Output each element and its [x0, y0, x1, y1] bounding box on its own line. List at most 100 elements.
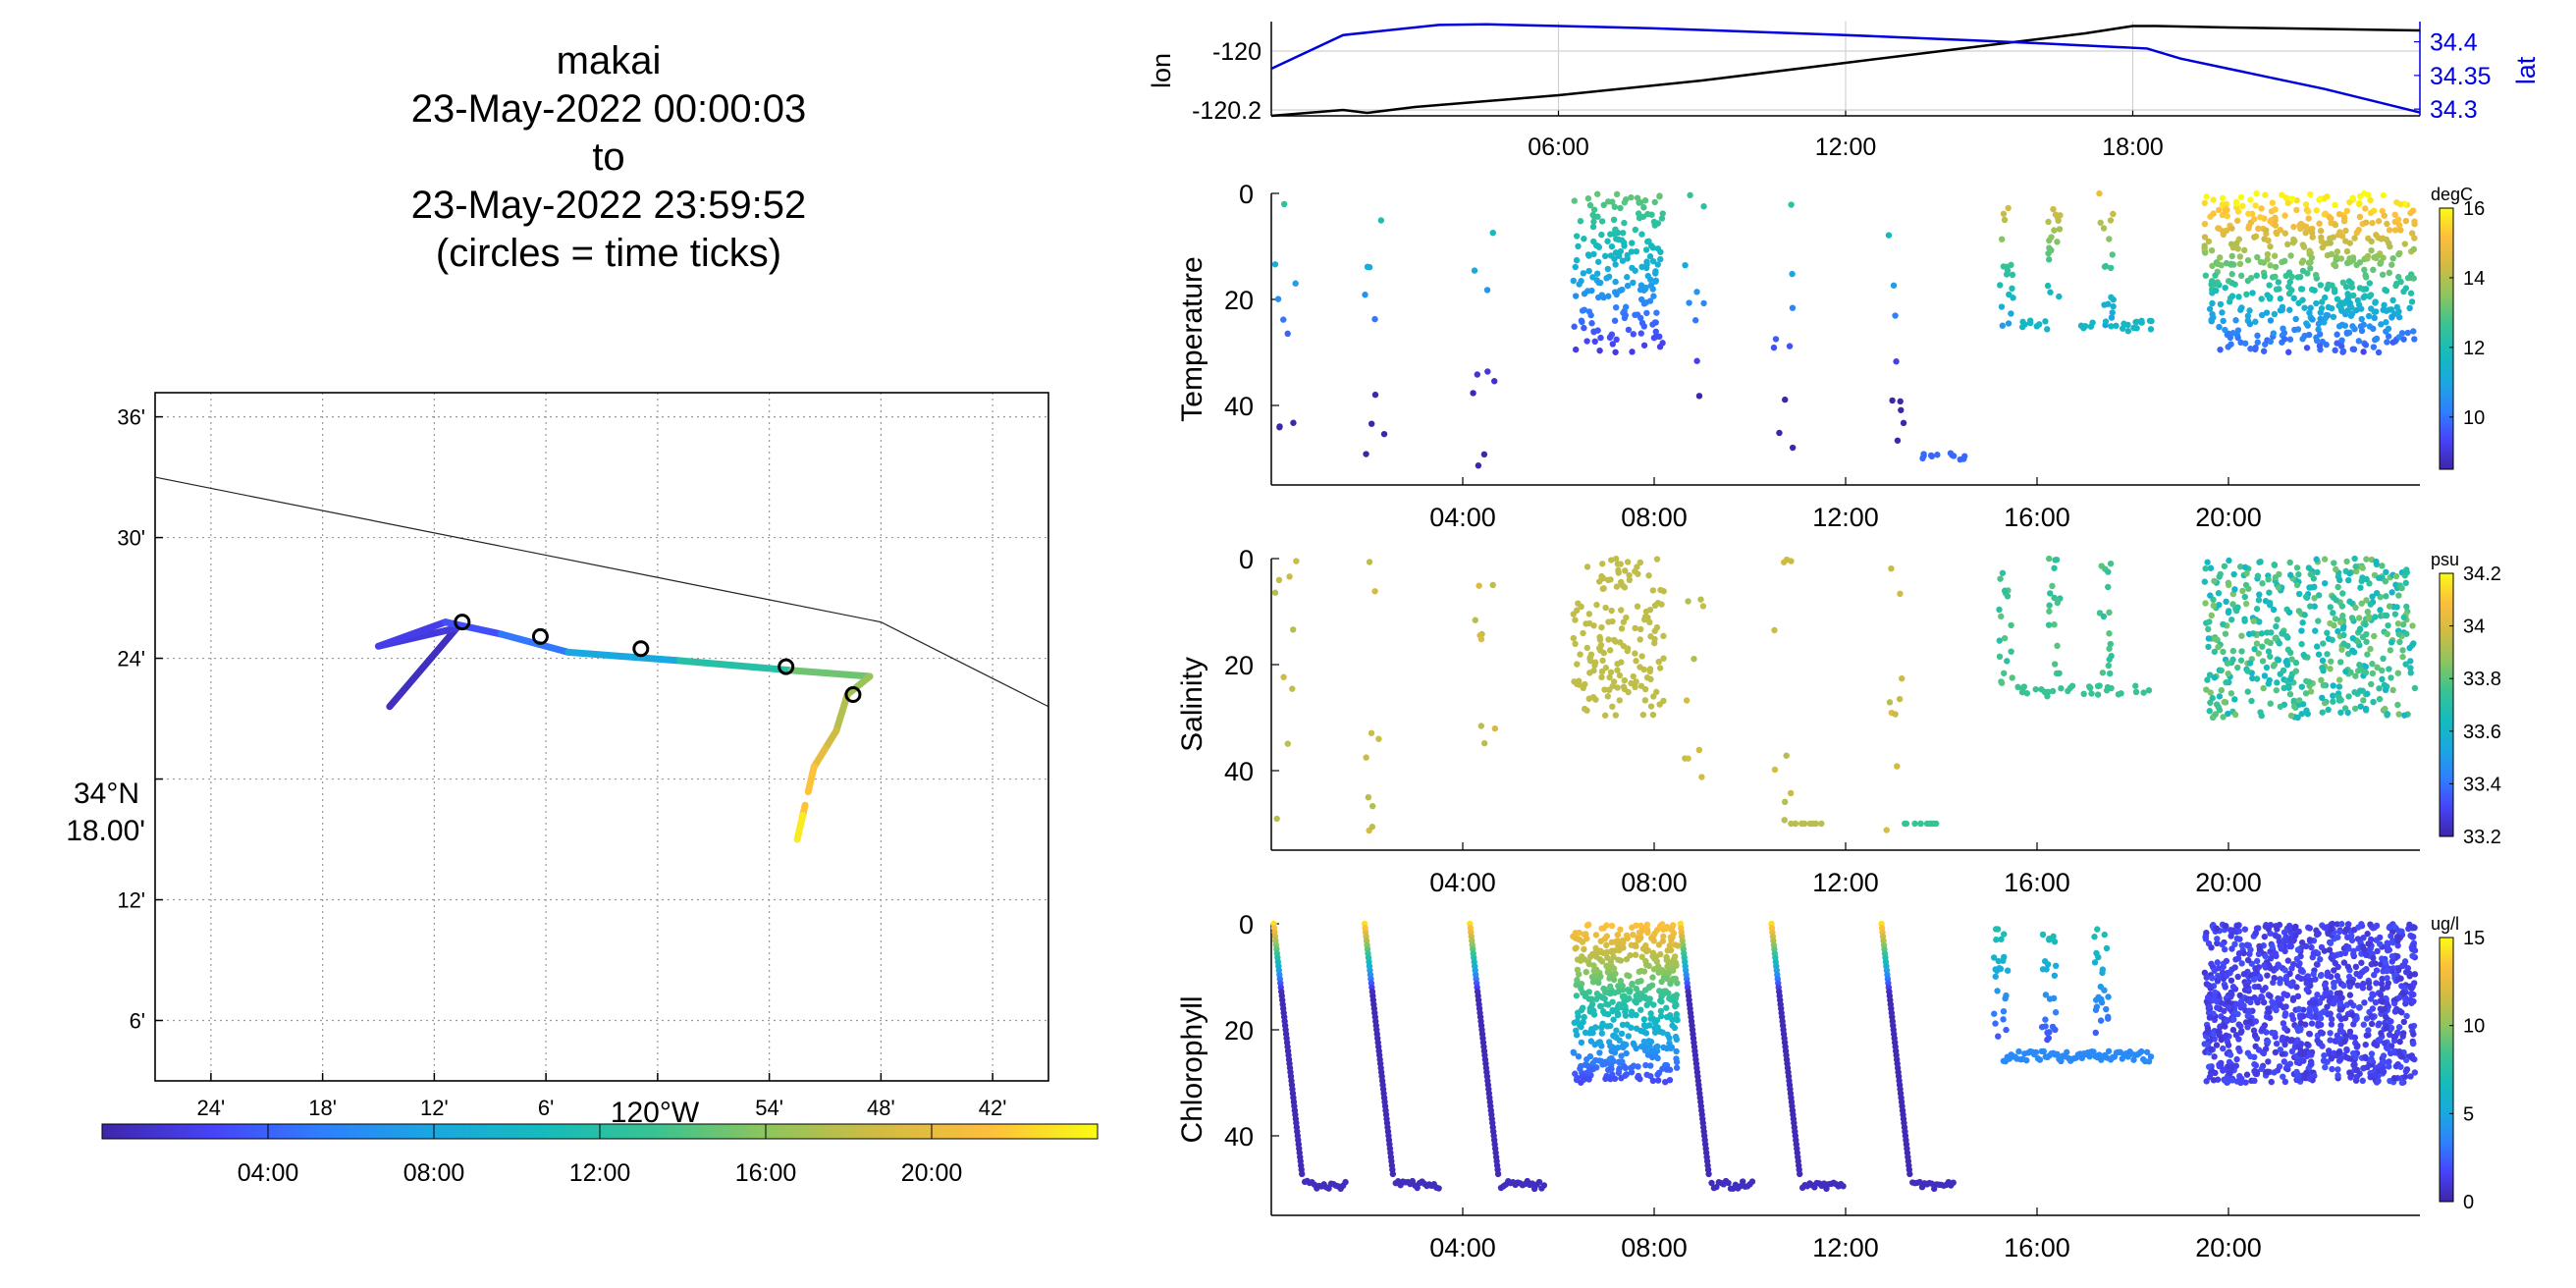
salinity-point	[2270, 606, 2278, 614]
temperature-point	[2096, 189, 2103, 197]
salinity-point	[2275, 584, 2282, 591]
chlorophyll-point	[2255, 983, 2262, 991]
map-ytick-label: 6'	[130, 1009, 145, 1034]
map-xtick-label: 24'	[197, 1096, 226, 1120]
salinity-colorbar-label: 33.2	[2463, 827, 2501, 848]
chlorophyll-point	[1645, 1038, 1652, 1045]
salinity-point	[2352, 604, 2359, 612]
temperature-point	[2296, 222, 2303, 229]
chlorophyll-point	[2317, 972, 2325, 980]
temperature-point	[2201, 220, 2209, 228]
salinity-point	[2293, 581, 2301, 589]
salinity-point	[2346, 569, 2353, 577]
salinity-point	[2248, 697, 2255, 705]
chlorophyll-point	[2331, 952, 2338, 959]
chlorophyll-ytick-label: 40	[1224, 1122, 1254, 1152]
chlorophyll-point	[1649, 974, 1656, 981]
chlorophyll-point	[1598, 1023, 1605, 1031]
salinity-point	[1606, 673, 1613, 681]
chlorophyll-point	[2410, 997, 2417, 1005]
salinity-point	[2001, 634, 2009, 642]
chlorophyll-point	[1667, 946, 1675, 954]
chlorophyll-point	[2217, 1059, 2225, 1067]
salinity-point	[2351, 555, 2358, 563]
temperature-point	[2214, 260, 2222, 268]
chlorophyll-point	[1600, 925, 1607, 932]
temperature-point	[2217, 300, 2225, 308]
temperature-point	[1377, 217, 1385, 224]
chlorophyll-point	[1673, 1058, 1681, 1066]
chlorophyll-point	[2277, 1001, 2284, 1008]
temperature-point	[2247, 196, 2254, 203]
temperature-point	[2360, 294, 2367, 301]
salinity-point	[1271, 589, 1279, 596]
chlorophyll-point	[2393, 934, 2401, 940]
salinity-point	[2132, 688, 2140, 696]
title-line-2: 23-May-2022 00:00:03	[410, 87, 807, 131]
salinity-point	[1649, 711, 1657, 719]
salinity-point	[2205, 635, 2213, 642]
chlorophyll-point	[2375, 1077, 2382, 1085]
salinity-point	[2244, 688, 2251, 695]
chlorophyll-point	[2385, 980, 2391, 987]
salinity-point	[2330, 698, 2336, 705]
map-track-segment	[386, 624, 460, 711]
salinity-point	[2292, 668, 2300, 674]
salinity-point	[2362, 705, 2370, 713]
temperature-point	[2258, 295, 2265, 302]
chlorophyll-point	[1675, 942, 1682, 949]
chlorophyll-point	[2390, 1047, 2398, 1055]
lon-series-line	[1270, 25, 2421, 118]
temperature-point	[1620, 230, 1627, 237]
chlorophyll-point	[2262, 952, 2269, 960]
chlorophyll-point	[2236, 1072, 2243, 1080]
temperature-point	[2285, 269, 2293, 276]
salinity-point	[1293, 558, 1300, 564]
salinity-point	[1601, 712, 1609, 719]
chlorophyll-point	[2045, 1035, 2053, 1042]
salinity-point	[2231, 711, 2239, 719]
temperature-point	[1612, 349, 1619, 355]
chlorophyll-point	[2380, 1052, 2388, 1059]
temperature-point	[2338, 307, 2345, 314]
temperature-point	[1630, 331, 1637, 338]
salinity-point	[1570, 634, 1578, 642]
temperature-point	[2386, 269, 2392, 277]
temperature-point	[1651, 198, 1658, 206]
chlorophyll-point	[1660, 1044, 1667, 1051]
salinity-ytick-label: 40	[1224, 757, 1254, 786]
temperature-point	[2265, 237, 2272, 244]
chlorophyll-point	[2378, 1006, 2386, 1014]
chlorophyll-point	[1625, 1033, 1633, 1040]
temperature-point	[2393, 280, 2400, 288]
temperature-ytick-label: 20	[1224, 286, 1254, 315]
chlorophyll-point	[1638, 953, 1645, 960]
temperature-point	[1586, 201, 1594, 209]
chlorophyll-point	[2362, 1041, 2369, 1048]
chlorophyll-point	[2328, 1015, 2335, 1023]
chlorophyll-point	[1673, 1047, 1680, 1055]
temperature-point	[2215, 206, 2223, 214]
temperature-point	[1642, 299, 1649, 306]
salinity-point	[1653, 688, 1660, 696]
chlorophyll-point	[2314, 1037, 2321, 1045]
salinity-point	[2004, 658, 2011, 665]
temperature-point	[2285, 349, 2292, 355]
temperature-point	[1652, 278, 1659, 285]
temperature-point	[2370, 344, 2378, 350]
temperature-point	[2309, 316, 2316, 323]
salinity-point	[1781, 798, 1789, 806]
salinity-point	[2374, 664, 2381, 671]
chlorophyll-point	[1666, 1035, 1673, 1042]
salinity-point	[2362, 620, 2369, 628]
chlorophyll-point	[2343, 926, 2350, 933]
chlorophyll-point	[1671, 953, 1679, 960]
map-time-tick	[632, 640, 650, 658]
chlorophyll-point	[2219, 940, 2226, 948]
chlorophyll-point	[2371, 1041, 2378, 1047]
temperature-point	[1613, 190, 1621, 198]
chlorophyll-point	[2335, 1049, 2342, 1056]
temperature-point	[2367, 196, 2374, 204]
chlorophyll-point	[1581, 1013, 1587, 1021]
temperature-point	[2384, 339, 2390, 346]
